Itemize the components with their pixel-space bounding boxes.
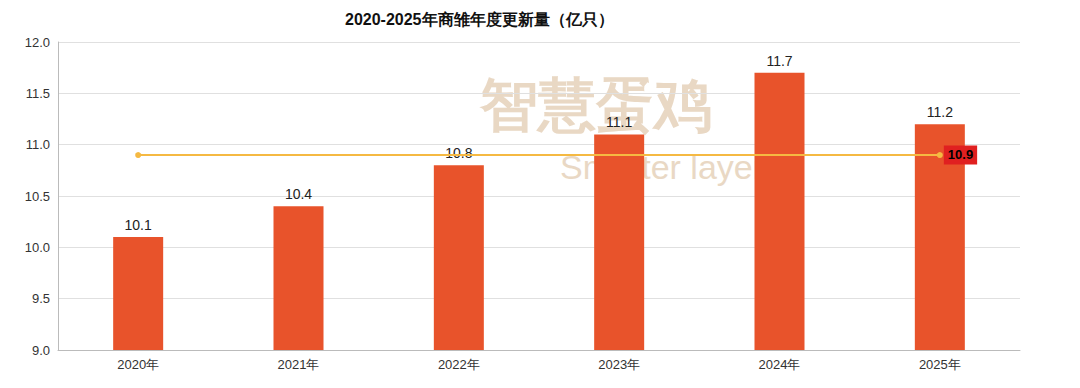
svg-text:2022年: 2022年 <box>438 357 480 372</box>
svg-text:10.1: 10.1 <box>125 217 152 233</box>
svg-text:11.0: 11.0 <box>26 137 50 152</box>
svg-text:2020-2025年商雏年度更新量（亿只）: 2020-2025年商雏年度更新量（亿只） <box>345 10 614 29</box>
svg-text:9.5: 9.5 <box>32 291 50 306</box>
svg-text:Smarter layer: Smarter layer <box>560 148 764 186</box>
svg-text:2025年: 2025年 <box>919 357 961 372</box>
svg-text:2020年: 2020年 <box>117 357 159 372</box>
svg-text:10.5: 10.5 <box>25 189 50 204</box>
svg-text:11.7: 11.7 <box>766 53 792 69</box>
svg-text:2021年: 2021年 <box>278 357 320 372</box>
svg-text:11.5: 11.5 <box>26 86 50 101</box>
svg-text:10.9: 10.9 <box>948 147 973 162</box>
svg-text:2024年: 2024年 <box>759 357 801 372</box>
svg-text:11.1: 11.1 <box>606 114 632 130</box>
svg-text:9.0: 9.0 <box>32 343 50 358</box>
svg-text:10.0: 10.0 <box>25 240 50 255</box>
svg-text:10.8: 10.8 <box>445 145 472 161</box>
svg-text:11.2: 11.2 <box>927 104 953 120</box>
svg-text:10.4: 10.4 <box>285 186 312 202</box>
svg-text:智慧蛋鸡: 智慧蛋鸡 <box>479 72 712 137</box>
svg-text:12.0: 12.0 <box>25 35 50 50</box>
svg-text:2023年: 2023年 <box>598 357 640 372</box>
